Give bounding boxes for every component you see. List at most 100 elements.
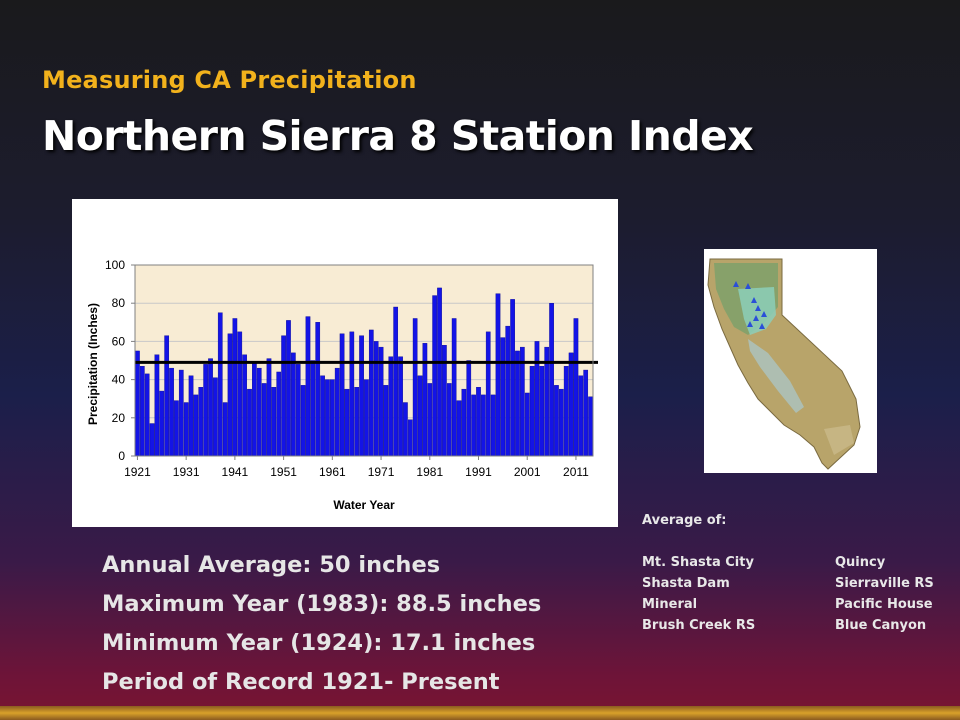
bar bbox=[178, 369, 184, 457]
bar bbox=[500, 337, 506, 457]
bar bbox=[213, 377, 218, 457]
bar bbox=[490, 394, 496, 457]
bar bbox=[256, 367, 262, 457]
bar bbox=[339, 333, 345, 457]
x-tick-label: 1951 bbox=[270, 465, 297, 479]
bar bbox=[266, 358, 272, 457]
stations-heading: Average of: bbox=[642, 513, 727, 528]
bar bbox=[583, 369, 589, 457]
bar bbox=[135, 350, 140, 457]
bar bbox=[271, 387, 277, 457]
bar bbox=[563, 366, 569, 457]
bar bbox=[466, 360, 472, 457]
bar bbox=[456, 400, 462, 457]
y-tick-label: 20 bbox=[112, 411, 126, 425]
bar bbox=[407, 419, 413, 457]
slide-title: Northern Sierra 8 Station Index bbox=[42, 112, 754, 160]
station-marker-icon bbox=[733, 281, 739, 287]
bar bbox=[539, 366, 545, 457]
california-map bbox=[704, 249, 877, 473]
bar bbox=[300, 385, 306, 457]
x-tick-label: 1981 bbox=[416, 465, 443, 479]
bar bbox=[232, 318, 238, 457]
y-axis-label: Precipitation (Inches) bbox=[86, 303, 100, 425]
bar bbox=[227, 333, 233, 457]
bar bbox=[193, 394, 199, 457]
bar bbox=[159, 390, 165, 457]
bar bbox=[310, 360, 316, 457]
x-tick-label: 2011 bbox=[563, 465, 589, 479]
bar bbox=[558, 388, 564, 457]
plot-frame bbox=[134, 264, 594, 457]
bar bbox=[315, 322, 321, 457]
bar bbox=[451, 318, 457, 457]
bar bbox=[344, 388, 350, 457]
bar bbox=[325, 379, 330, 457]
bar bbox=[446, 383, 452, 457]
station-name: Quincy bbox=[835, 555, 886, 570]
bar bbox=[383, 385, 389, 457]
bar bbox=[183, 402, 189, 457]
california-map-image bbox=[707, 258, 861, 470]
x-axis-ticks: 1921 1931 1941 1951 1961 1971 1981 1991 2001 2011 bbox=[124, 456, 589, 479]
station-marker-icon bbox=[759, 323, 765, 329]
bar bbox=[276, 371, 282, 457]
bar bbox=[393, 306, 399, 457]
precipitation-chart: 0 20 40 60 80 100 1921 1931 1941 1951 1961 1971 198… bbox=[72, 199, 618, 527]
bar bbox=[208, 358, 213, 457]
bar bbox=[291, 352, 296, 457]
station-name: Sierraville RS bbox=[835, 576, 934, 591]
x-tick-label: 1931 bbox=[173, 465, 200, 479]
bar bbox=[217, 312, 223, 457]
desert-region bbox=[824, 425, 854, 455]
bar bbox=[476, 387, 481, 457]
bar bbox=[169, 367, 174, 457]
station-marker-icon bbox=[761, 311, 767, 317]
x-axis-label: Water Year bbox=[333, 498, 395, 512]
stats-block: Annual Average: 50 inches Maximum Year (… bbox=[102, 546, 541, 702]
y-tick-label: 100 bbox=[105, 258, 125, 272]
bar bbox=[295, 364, 301, 457]
stations-right-column: Quincy Sierraville RS Pacific House Blue… bbox=[835, 552, 934, 636]
bar bbox=[359, 335, 364, 457]
x-tick-label: 2001 bbox=[514, 465, 541, 479]
bar bbox=[368, 329, 374, 457]
bar bbox=[139, 366, 145, 457]
y-tick-label: 0 bbox=[118, 449, 125, 463]
bar bbox=[334, 367, 340, 457]
bar bbox=[524, 392, 530, 457]
station-name: Shasta Dam bbox=[642, 576, 730, 591]
bottom-accent-strip bbox=[0, 706, 960, 720]
bar bbox=[286, 320, 291, 457]
x-tick-label: 1991 bbox=[465, 465, 492, 479]
station-name: Pacific House bbox=[835, 597, 933, 612]
bar bbox=[510, 299, 515, 457]
bar bbox=[495, 293, 501, 457]
bar bbox=[549, 302, 554, 457]
stations-left-column: Mt. Shasta City Shasta Dam Mineral Brush… bbox=[642, 552, 755, 636]
bar bbox=[154, 354, 160, 457]
bar bbox=[261, 383, 267, 457]
bar bbox=[164, 335, 170, 457]
minimum-year-text: Minimum Year (1924): 17.1 inches bbox=[102, 630, 536, 656]
bar bbox=[471, 394, 476, 457]
bar bbox=[149, 423, 155, 457]
chart-svg: 0 20 40 60 80 100 1921 1931 1941 1951 1961 1971 198… bbox=[86, 258, 598, 512]
period-of-record-text: Period of Record 1921- Present bbox=[102, 669, 500, 695]
station-markers bbox=[733, 281, 767, 329]
station-marker-icon bbox=[751, 297, 757, 303]
bar bbox=[198, 387, 204, 457]
station-name: Mt. Shasta City bbox=[642, 555, 754, 570]
bar bbox=[505, 325, 511, 457]
bar bbox=[485, 331, 491, 457]
bar bbox=[398, 356, 403, 457]
x-tick-label: 1971 bbox=[368, 465, 395, 479]
annual-average-text: Annual Average: 50 inches bbox=[102, 552, 441, 578]
station-marker-icon bbox=[753, 315, 759, 321]
bar bbox=[188, 375, 194, 457]
bar bbox=[349, 331, 355, 457]
stations-list: Average of: Mt. Shasta City Shasta Dam M… bbox=[642, 510, 934, 633]
bar bbox=[354, 387, 360, 457]
y-tick-label: 40 bbox=[112, 373, 126, 387]
bar bbox=[588, 396, 593, 457]
